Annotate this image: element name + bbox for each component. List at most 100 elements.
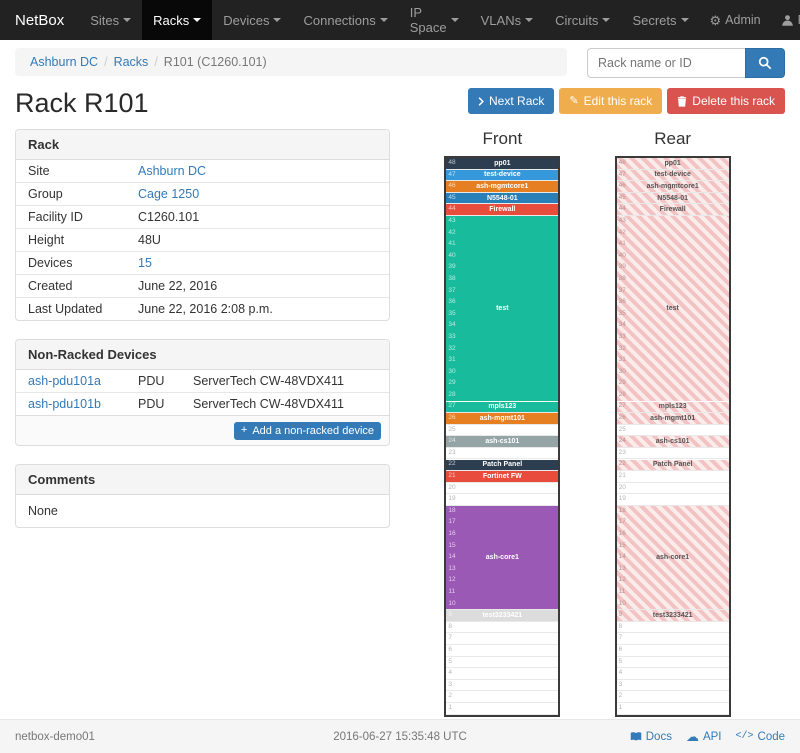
edit-rack-button[interactable]: ✎ Edit this rack — [559, 88, 663, 114]
device-test[interactable]: test — [616, 216, 729, 401]
unit-number: 41 — [618, 240, 626, 248]
front-rack: 48 47 46 45 44 43 42 41 40 39 38 37 36 35 34 33 32 31 30 29… — [444, 156, 561, 717]
device-test[interactable]: test — [446, 216, 559, 401]
rack-unit: 9 — [446, 610, 559, 622]
rack-info-link[interactable]: Ashburn DC — [138, 164, 207, 178]
breadcrumb-item[interactable]: Ashburn DC — [30, 55, 99, 69]
rack-unit: 45 — [446, 193, 559, 205]
code-icon: </> — [735, 731, 754, 742]
device-name-link[interactable]: ash-pdu101b — [28, 397, 101, 411]
nonracked-panel: Non-Racked Devices ash-pdu101a PDU ServerT… — [15, 339, 390, 446]
rack-unit: 44 — [446, 204, 559, 216]
nav-item-devices[interactable]: Devices — [212, 0, 292, 40]
delete-rack-button[interactable]: Delete this rack — [667, 88, 785, 114]
rack-unit: 28 — [616, 390, 729, 402]
device-label: Firewall — [659, 206, 686, 214]
search-input[interactable] — [587, 48, 745, 78]
admin-link[interactable]: ⚙ Admin — [700, 0, 771, 40]
device-ash-mgmt101[interactable]: ash-mgmt101 — [616, 413, 729, 424]
rack-info-label: Devices — [16, 251, 126, 275]
rack-info-row: Last Updated June 22, 2016 2:08 p.m. — [16, 297, 389, 320]
device-pp01[interactable]: pp01 — [616, 158, 729, 169]
front-elevation: Front 48 47 46 45 44 43 42 41 40 39 38 37 36 35 34 33 32… — [444, 129, 561, 717]
device-test-device[interactable]: test-device — [446, 169, 559, 181]
admin-label: Admin — [725, 13, 761, 27]
search-button[interactable] — [745, 48, 785, 78]
plus-icon: + — [240, 424, 248, 436]
rack-info-table: Site Ashburn DC Group Cage 1250 Facility ID C… — [16, 160, 389, 320]
unit-number: 1 — [448, 703, 452, 711]
device-mpls123[interactable]: mpls123 — [616, 401, 729, 413]
device-label: pp01 — [664, 159, 681, 167]
device-ash-mgmt101[interactable]: ash-mgmt101 — [446, 413, 559, 424]
device-test3233421[interactable]: test3233421 — [446, 610, 559, 621]
rack-unit: 7 — [446, 633, 559, 645]
rack-info-label: Site — [28, 164, 50, 178]
rack-info-link[interactable]: Cage 1250 — [138, 187, 200, 201]
rack-unit: 44 — [616, 204, 729, 216]
api-link[interactable]: ☁ API — [686, 730, 722, 743]
nav-item-connections[interactable]: Connections — [292, 0, 398, 40]
unit-number: 6 — [448, 645, 452, 653]
device-pp01[interactable]: pp01 — [446, 158, 559, 169]
chevron-right-icon — [478, 96, 484, 106]
add-nonracked-device-button[interactable]: + Add a non-racked device — [233, 421, 381, 440]
device-label: test3233421 — [652, 612, 693, 620]
device-ash-mgmtcore1[interactable]: ash-mgmtcore1 — [616, 181, 729, 192]
unit-number: 46 — [618, 182, 626, 190]
device-patch-panel[interactable]: Patch Panel — [616, 459, 729, 471]
unit-number: 44 — [448, 205, 456, 213]
unit-number: 28 — [618, 390, 626, 398]
unit-number: 24 — [448, 437, 456, 445]
device-ash-cs101[interactable]: ash-cs101 — [446, 436, 559, 447]
pencil-icon: ✎ — [569, 94, 579, 107]
unit-number: 40 — [618, 251, 626, 259]
unit-number: 23 — [618, 448, 626, 456]
rack-info-link[interactable]: 15 — [138, 256, 152, 270]
device-mpls123[interactable]: mpls123 — [446, 401, 559, 413]
device-n5548-01[interactable]: N5548-01 — [446, 192, 559, 204]
brand-logo[interactable]: NetBox — [15, 11, 65, 29]
code-link[interactable]: </> Code — [736, 730, 786, 743]
device-firewall[interactable]: Firewall — [616, 204, 729, 215]
device-test3233421[interactable]: test3233421 — [616, 610, 729, 621]
nav-item-racks[interactable]: Racks — [142, 0, 213, 40]
rack-info-value: Ashburn DC — [126, 160, 389, 183]
api-label: API — [702, 730, 722, 743]
device-patch-panel[interactable]: Patch Panel — [446, 459, 559, 471]
rack-panel-title: Rack — [16, 130, 389, 160]
unit-number: 4 — [618, 669, 623, 677]
breadcrumb-item[interactable]: Racks — [113, 55, 149, 69]
nav-item-secrets[interactable]: Secrets — [621, 0, 699, 40]
rack-search-form — [587, 48, 785, 78]
unit-number: 4 — [448, 669, 452, 677]
nav-item-circuits[interactable]: Circuits — [544, 0, 621, 40]
device-ash-mgmtcore1[interactable]: ash-mgmtcore1 — [446, 181, 559, 192]
device-name-link[interactable]: ash-pdu101a — [28, 374, 101, 388]
rack-unit: 24 — [446, 436, 559, 448]
edit-rack-label: Edit this rack — [583, 94, 653, 108]
unit-number: 45 — [448, 193, 456, 201]
device-fortinet-fw[interactable]: Fortinet FW — [446, 471, 559, 482]
device-ash-cs101[interactable]: ash-cs101 — [616, 436, 729, 447]
nav-item-vlans[interactable]: VLANs — [470, 0, 544, 40]
device-n5548-01[interactable]: N5548-01 — [616, 192, 729, 204]
device-test-device[interactable]: test-device — [616, 169, 729, 181]
content-row: Rack Site Ashburn DC Group Cage 1250 Facilit… — [15, 129, 785, 717]
docs-link[interactable]: Docs — [630, 730, 672, 743]
rack-unit: 10 — [446, 599, 559, 611]
user-icon — [781, 14, 793, 26]
device-ash-core1[interactable]: ash-core1 — [446, 506, 559, 610]
device-firewall[interactable]: Firewall — [446, 204, 559, 215]
next-rack-button[interactable]: Next Rack — [468, 88, 555, 114]
device-label: N5548-01 — [657, 194, 689, 202]
unit-number: 6 — [618, 645, 623, 653]
unit-number: 16 — [448, 530, 456, 537]
nav-item-ip-space[interactable]: IP Space — [399, 0, 470, 40]
device-ash-core1[interactable]: ash-core1 — [616, 506, 729, 610]
nav-item-sites[interactable]: Sites — [79, 0, 142, 40]
profile-link[interactable]: Profile — [771, 0, 800, 40]
rack-unit: 19 — [616, 494, 729, 506]
unit-number: 35 — [448, 309, 456, 317]
rack-info-row: Created June 22, 2016 — [16, 274, 389, 298]
